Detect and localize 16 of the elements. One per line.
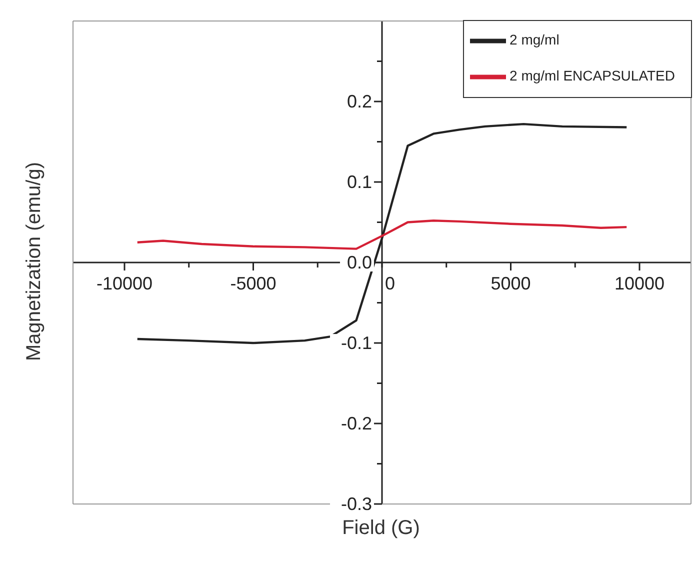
y-axis-title: Magnetization (emu/g): [22, 160, 46, 362]
x-tick-label: -5000: [230, 274, 276, 294]
y-tick-label: -0.1: [340, 333, 372, 353]
legend-label: 2 mg/ml: [510, 32, 560, 48]
x-tick-label: 5000: [490, 274, 531, 294]
x-tick-label: 10000: [614, 274, 665, 294]
line-series: [136, 220, 628, 250]
x-tick-label: -10000: [96, 274, 153, 294]
y-tick-label: -0.3: [340, 494, 372, 514]
x-tick-label: 0: [385, 274, 396, 294]
legend-label: 2 mg/ml ENCAPSULATED: [510, 68, 675, 84]
y-tick-label: 0.0: [346, 252, 372, 272]
y-tick-label: 0.2: [346, 92, 372, 112]
x-axis-title: Field (G): [341, 517, 421, 540]
y-tick-label: 0.1: [346, 172, 372, 192]
y-tick-label: -0.2: [340, 414, 372, 434]
